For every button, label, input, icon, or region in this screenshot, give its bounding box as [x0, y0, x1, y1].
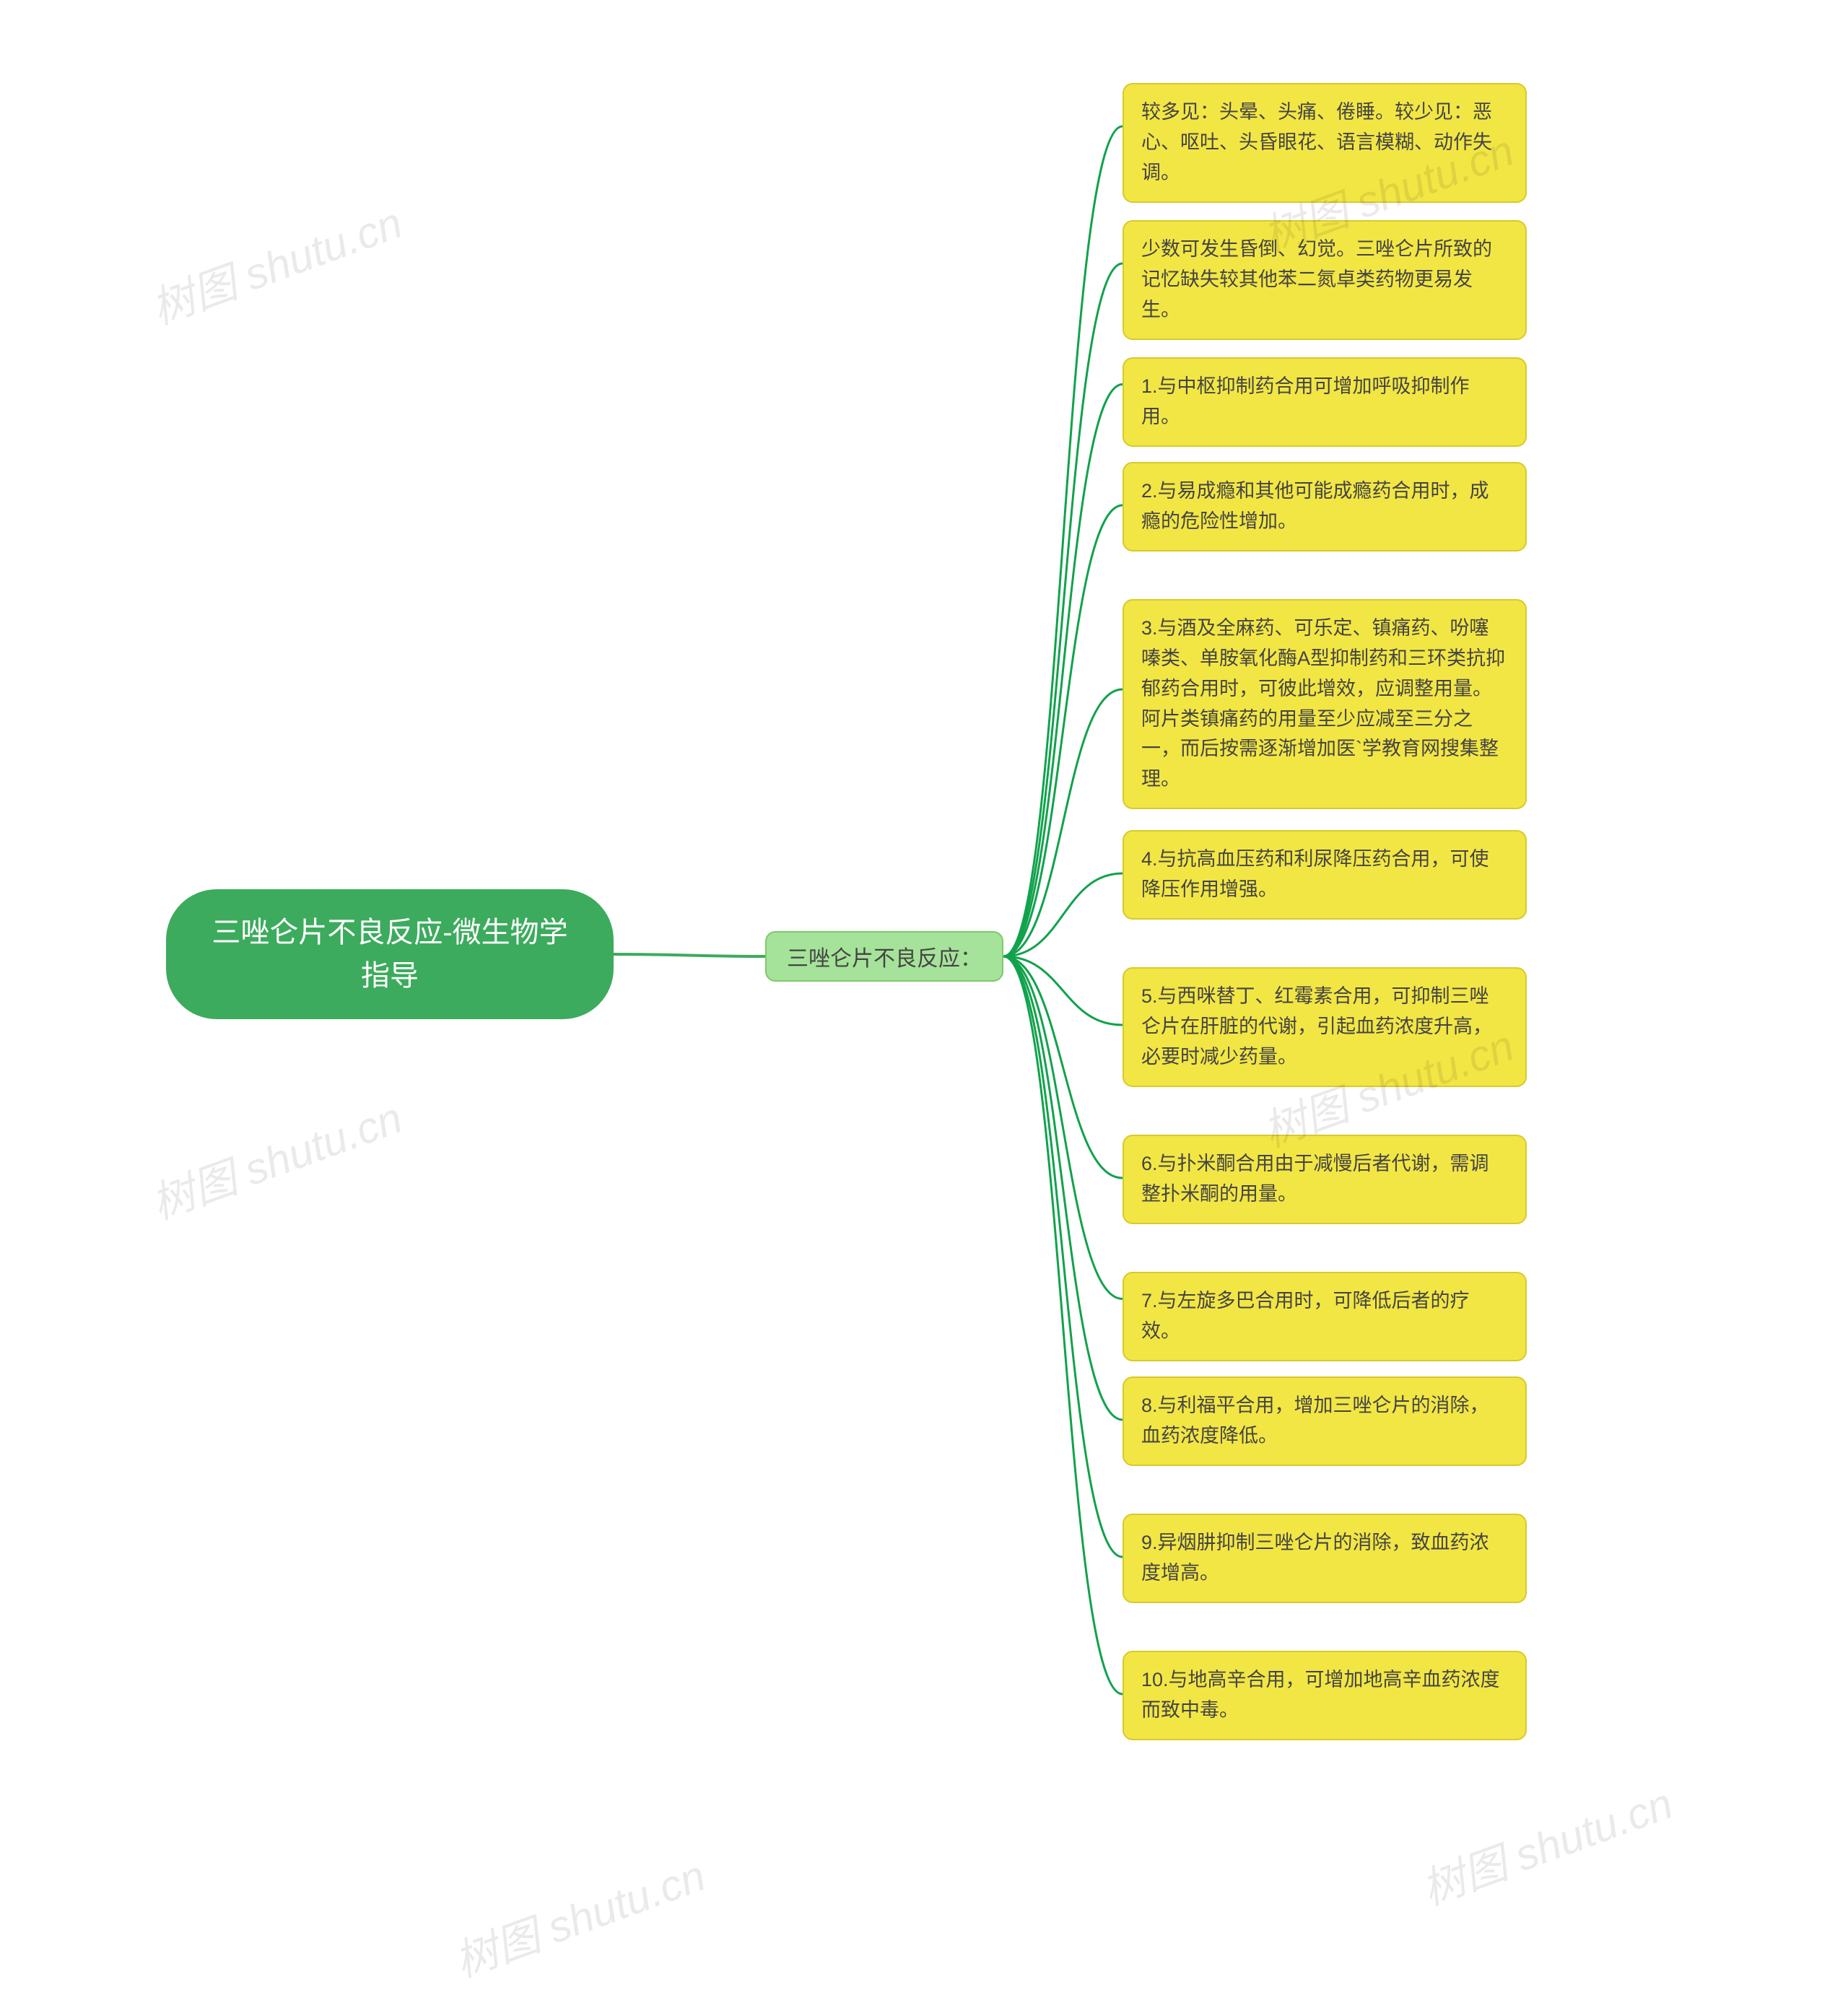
- leaf-label: 8.与利福平合用，增加三唑仑片的消除，血药浓度降低。: [1141, 1395, 1489, 1446]
- sub-label: 三唑仑片不良反应：: [787, 941, 982, 972]
- leaf-node: 3.与酒及全麻药、可乐定、镇痛药、吩噻嗪类、单胺氧化酶A型抑制药和三环类抗抑郁药…: [1123, 599, 1527, 809]
- leaf-label: 5.与西咪替丁、红霉素合用，可抑制三唑仑片在肝脏的代谢，引起血药浓度升高，必要时…: [1141, 985, 1492, 1068]
- leaf-node: 较多见：头晕、头痛、倦睡。较少见：恶心、呕吐、头昏眼花、语言模糊、动作失调。: [1123, 83, 1527, 203]
- sub-node: 三唑仑片不良反应：: [765, 931, 1003, 982]
- leaf-label: 6.与扑米酮合用由于减慢后者代谢，需调整扑米酮的用量。: [1141, 1153, 1489, 1205]
- leaf-label: 10.与地高辛合用，可增加地高辛血药浓度而致中毒。: [1141, 1669, 1500, 1721]
- leaf-label: 9.异烟肼抑制三唑仑片的消除，致血药浓度增高。: [1141, 1532, 1489, 1584]
- leaf-node: 4.与抗高血压药和利尿降压药合用，可使降压作用增强。: [1123, 830, 1527, 920]
- root-node: 三唑仑片不良反应-微生物学指导: [166, 889, 614, 1019]
- leaf-label: 较多见：头晕、头痛、倦睡。较少见：恶心、呕吐、头昏眼花、语言模糊、动作失调。: [1141, 101, 1492, 183]
- watermark: 树图 shutu.cn: [141, 188, 409, 336]
- watermark: 树图 shutu.cn: [1412, 1768, 1680, 1917]
- leaf-node: 9.异烟肼抑制三唑仑片的消除，致血药浓度增高。: [1123, 1514, 1527, 1603]
- leaf-node: 10.与地高辛合用，可增加地高辛血药浓度而致中毒。: [1123, 1651, 1527, 1740]
- watermark: 树图 shutu.cn: [445, 1841, 712, 1989]
- leaf-label: 4.与抗高血压药和利尿降压药合用，可使降压作用增强。: [1141, 848, 1489, 900]
- leaf-node: 少数可发生昏倒、幻觉。三唑仑片所致的记忆缺失较其他苯二氮卓类药物更易发生。: [1123, 220, 1527, 340]
- mindmap-canvas: 三唑仑片不良反应-微生物学指导 三唑仑片不良反应： 较多见：头晕、头痛、倦睡。较…: [0, 0, 1848, 1934]
- leaf-node: 2.与易成瘾和其他可能成瘾药合用时，成瘾的危险性增加。: [1123, 462, 1527, 551]
- leaf-label: 3.与酒及全麻药、可乐定、镇痛药、吩噻嗪类、单胺氧化酶A型抑制药和三环类抗抑郁药…: [1141, 617, 1505, 790]
- leaf-label: 1.与中枢抑制药合用可增加呼吸抑制作用。: [1141, 375, 1470, 427]
- leaf-node: 5.与西咪替丁、红霉素合用，可抑制三唑仑片在肝脏的代谢，引起血药浓度升高，必要时…: [1123, 967, 1527, 1087]
- root-label: 三唑仑片不良反应-微生物学指导: [202, 911, 578, 998]
- leaf-label: 2.与易成瘾和其他可能成瘾药合用时，成瘾的危险性增加。: [1141, 480, 1489, 532]
- leaf-node: 8.与利福平合用，增加三唑仑片的消除，血药浓度降低。: [1123, 1376, 1527, 1466]
- leaf-label: 7.与左旋多巴合用时，可降低后者的疗效。: [1141, 1290, 1470, 1342]
- watermark: 树图 shutu.cn: [141, 1083, 409, 1231]
- leaf-label: 少数可发生昏倒、幻觉。三唑仑片所致的记忆缺失较其他苯二氮卓类药物更易发生。: [1141, 238, 1492, 320]
- leaf-node: 7.与左旋多巴合用时，可降低后者的疗效。: [1123, 1272, 1527, 1361]
- leaf-node: 1.与中枢抑制药合用可增加呼吸抑制作用。: [1123, 357, 1527, 447]
- leaf-node: 6.与扑米酮合用由于减慢后者代谢，需调整扑米酮的用量。: [1123, 1135, 1527, 1224]
